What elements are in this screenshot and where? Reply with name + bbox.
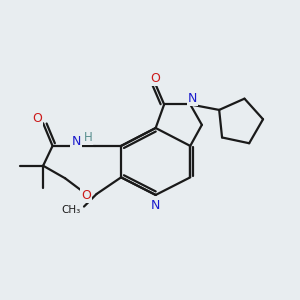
Text: O: O (150, 72, 160, 85)
Text: O: O (81, 189, 91, 202)
Text: N: N (151, 200, 160, 212)
Text: O: O (32, 112, 42, 125)
Text: N: N (71, 135, 81, 148)
Text: N: N (188, 92, 197, 105)
Text: CH₃: CH₃ (61, 206, 81, 215)
Text: H: H (83, 130, 92, 144)
